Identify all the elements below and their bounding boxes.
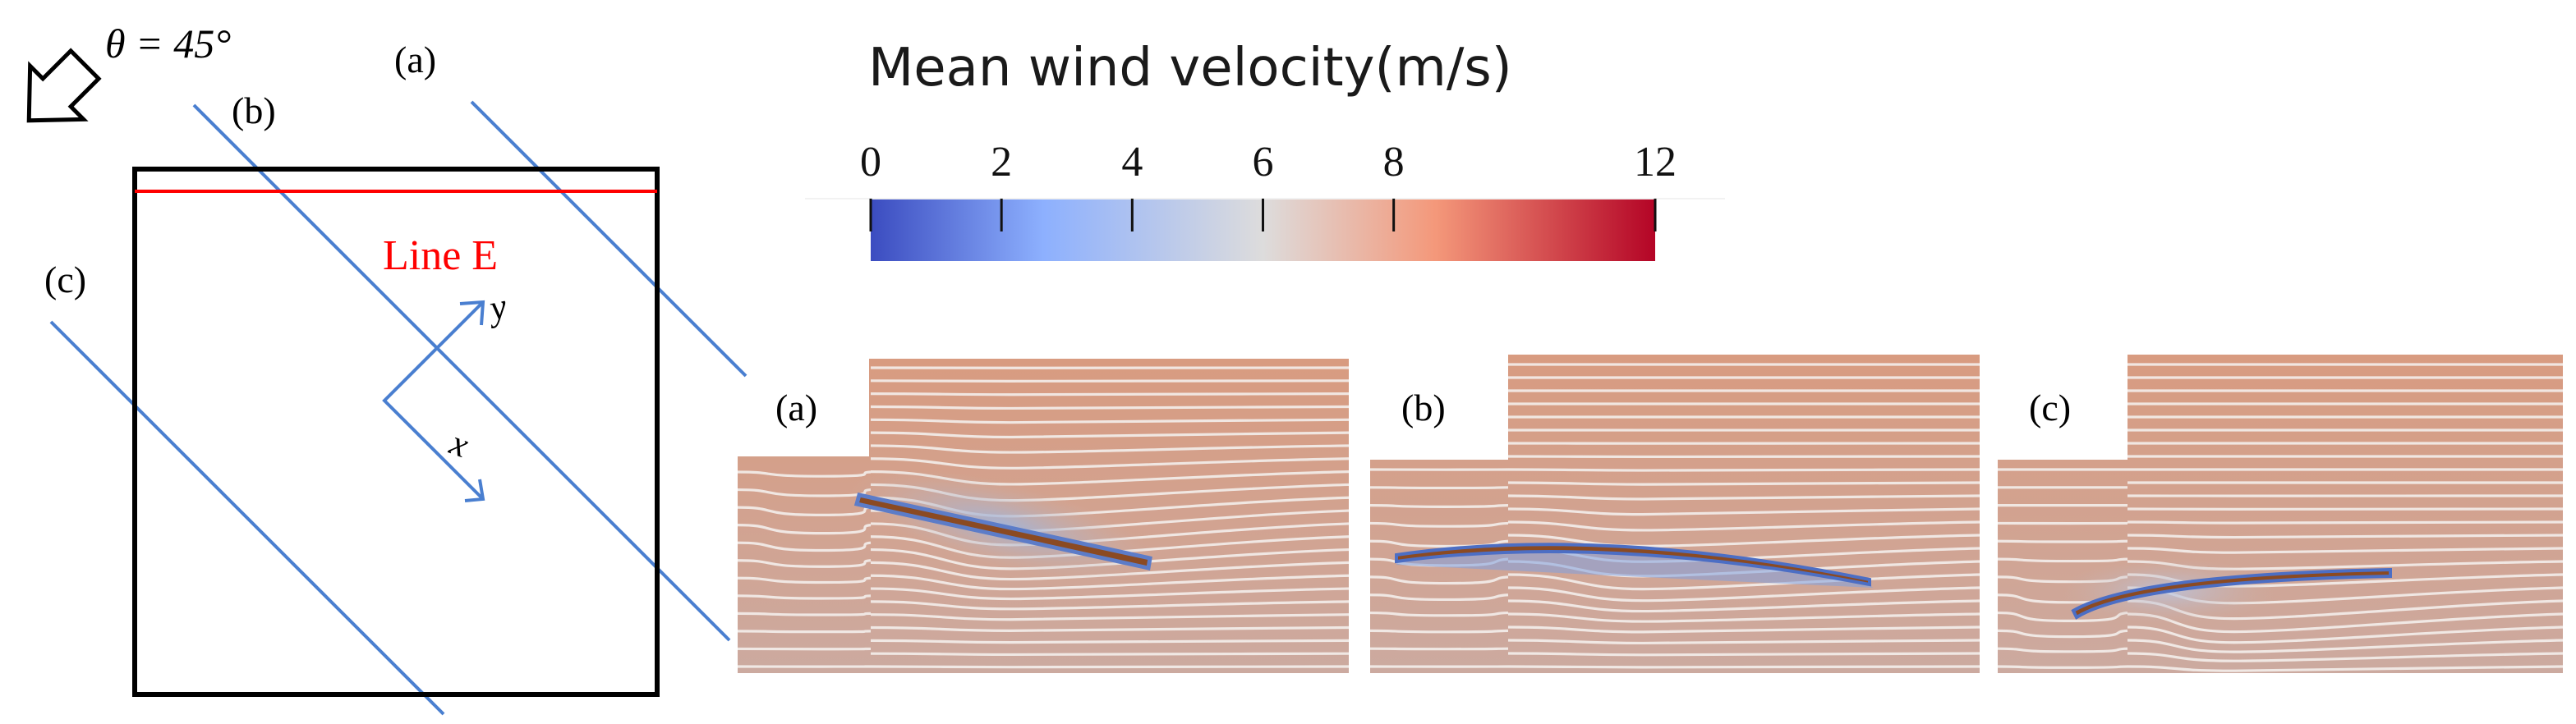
cut-line-c-label: (c) — [44, 259, 86, 300]
streamlines-b — [1369, 363, 1980, 669]
y-axis-arrowhead — [459, 300, 485, 326]
cut-line-c — [49, 320, 445, 716]
streamline — [2127, 547, 2564, 554]
streamline — [870, 418, 1350, 424]
wind-angle-label: θ = 45° — [105, 21, 231, 66]
axis-x-label: x — [444, 422, 474, 465]
colorbar-tick-label: 2 — [991, 139, 1012, 186]
flow-panel-a: (a) — [737, 359, 1350, 673]
streamline — [737, 612, 872, 616]
streamline — [1507, 494, 1980, 501]
flow-field-c — [1998, 355, 2563, 673]
streamline — [1507, 612, 1980, 623]
streamlines-a — [737, 366, 1350, 669]
streamline — [737, 559, 872, 568]
streamline — [1507, 625, 1980, 634]
streamline — [870, 405, 1350, 410]
colorbar-title: Mean wind velocity(m/s) — [868, 38, 1512, 99]
colorbar-tick-label: 8 — [1383, 139, 1405, 186]
streamline — [1507, 534, 1980, 548]
plate-a — [853, 493, 1152, 571]
domain-box — [132, 167, 660, 697]
streamline — [1507, 586, 1980, 603]
streamline — [737, 630, 872, 634]
streamline — [737, 576, 872, 584]
streamline — [1369, 504, 1509, 508]
streamline — [1369, 629, 1509, 634]
streamline — [870, 625, 1350, 632]
streamline — [1507, 573, 1980, 591]
streamline — [1507, 652, 1980, 657]
streamline — [870, 392, 1350, 396]
plate-c — [2071, 567, 2392, 620]
streamline — [1997, 557, 2128, 563]
streamline — [737, 594, 872, 600]
streamline — [870, 652, 1350, 657]
streamline — [870, 613, 1350, 621]
streamline — [870, 444, 1350, 454]
cut-line-a — [470, 100, 748, 378]
streamline — [870, 561, 1350, 581]
x-axis-arrowhead — [464, 479, 485, 502]
streamline — [737, 524, 872, 535]
streamline — [737, 470, 872, 478]
local-axes — [382, 300, 485, 502]
streamline — [2127, 639, 2564, 653]
colorbar: Mean wind velocity(m/s) 0 2 4 6 8 12 — [805, 38, 1725, 261]
streamline — [2127, 520, 2564, 525]
streamline — [1997, 539, 2128, 543]
geometry-diagram: θ = 45° (a) (b) (c) Line E y x — [26, 21, 748, 716]
streamline — [1507, 639, 1980, 645]
flow-panel-c: (c) — [1997, 355, 2564, 673]
streamline — [870, 639, 1350, 644]
streamline — [1507, 507, 1980, 516]
colorbar-tick-label: 12 — [1634, 139, 1677, 186]
panel-a-label: (a) — [775, 387, 817, 428]
cut-line-a-label: (a) — [394, 39, 436, 80]
streamline — [1997, 647, 2128, 653]
panel-b-label: (b) — [1401, 387, 1446, 428]
streamline — [1369, 593, 1509, 602]
cut-line-b — [192, 103, 731, 642]
streamline — [2127, 534, 2564, 539]
panel-c-label: (c) — [2029, 387, 2071, 428]
colorbar-tick-label: 4 — [1121, 139, 1143, 186]
streamline — [1369, 521, 1509, 528]
streamline — [2127, 625, 2564, 644]
streamline — [870, 574, 1350, 591]
streamline — [870, 457, 1350, 470]
plate-b — [1395, 543, 1871, 587]
streamline — [870, 379, 1350, 383]
streamline — [1997, 629, 2128, 639]
flow-panel-b: (b) — [1369, 355, 1980, 673]
axis-y-label: y — [483, 286, 511, 329]
colorbar-tick-label: 6 — [1253, 139, 1274, 186]
streamline — [1507, 599, 1980, 613]
colorbar-ticks: 0 2 4 6 8 12 — [860, 139, 1677, 231]
streamline — [1369, 539, 1509, 548]
streamline — [737, 541, 872, 552]
cut-line-b-label: (b) — [232, 89, 276, 131]
streamline — [870, 431, 1350, 439]
streamline — [1507, 520, 1980, 532]
wind-direction-arrow-icon — [26, 48, 102, 123]
streamline — [1507, 481, 1980, 486]
line-e-label: Line E — [383, 232, 498, 279]
streamline — [870, 600, 1350, 611]
streamline — [2127, 652, 2564, 662]
streamline — [1369, 611, 1509, 617]
streamline — [1369, 575, 1509, 585]
streamline — [870, 587, 1350, 601]
streamline — [2127, 665, 2564, 672]
colorbar-tick-label: 0 — [860, 139, 881, 186]
